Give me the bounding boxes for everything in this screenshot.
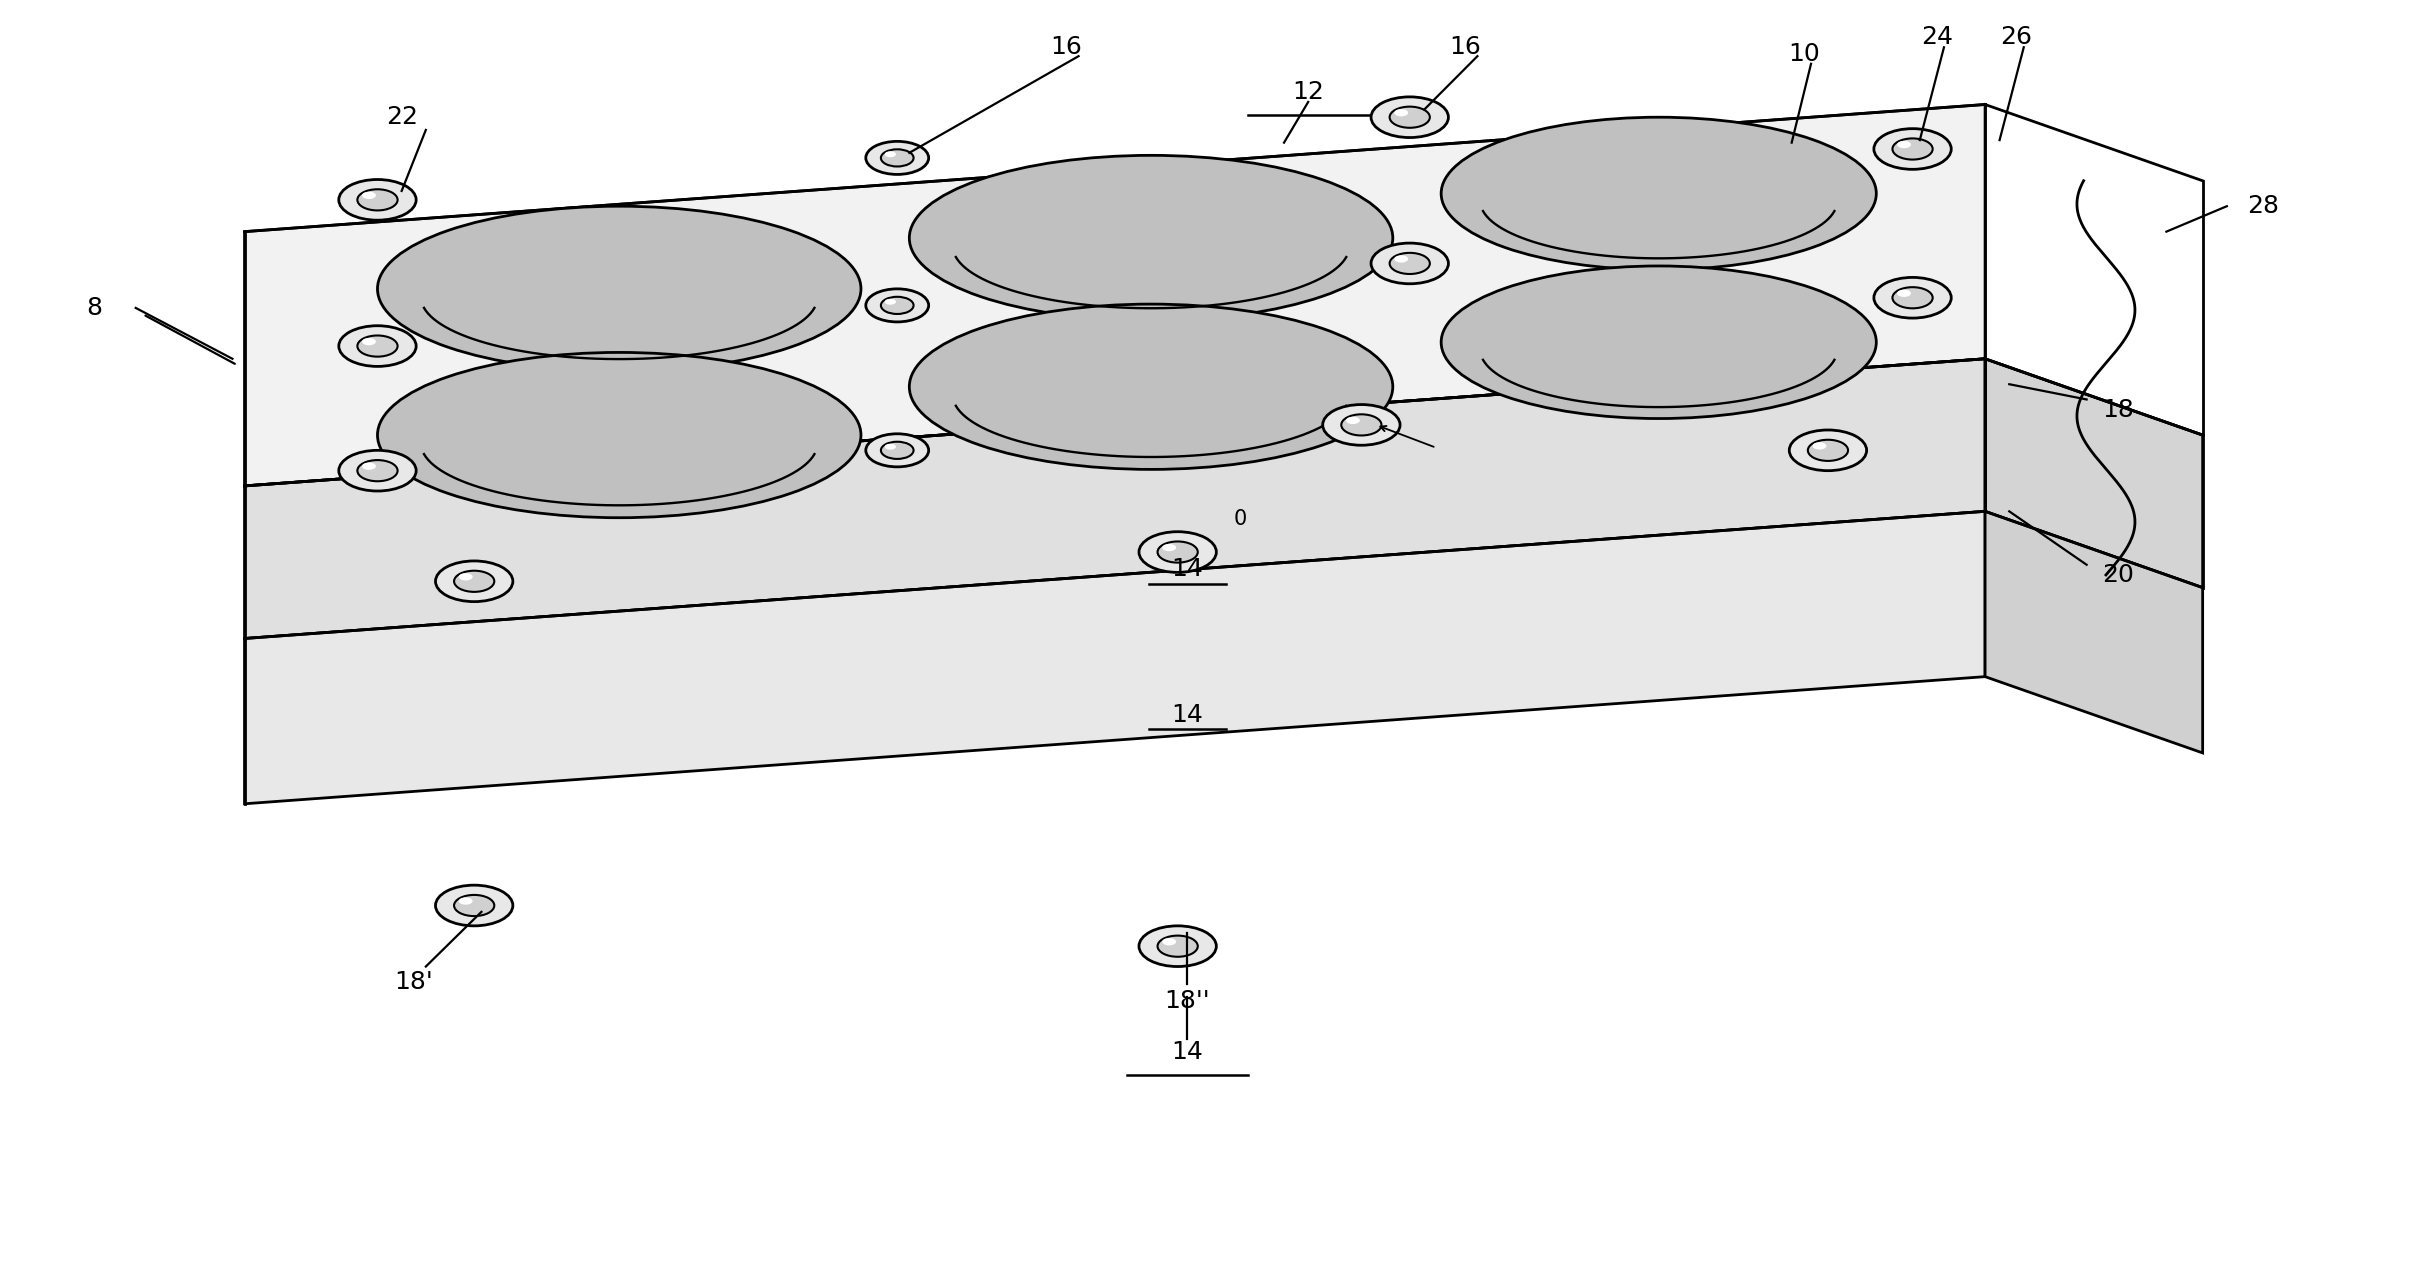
Circle shape	[453, 571, 494, 591]
Text: 10: 10	[1788, 42, 1820, 65]
Text: 14: 14	[1170, 702, 1204, 727]
Text: 14: 14	[1170, 1039, 1204, 1064]
Circle shape	[361, 192, 376, 199]
Circle shape	[1391, 253, 1430, 275]
Polygon shape	[245, 105, 1984, 487]
Circle shape	[1139, 926, 1216, 967]
Circle shape	[1892, 287, 1934, 308]
Circle shape	[882, 296, 913, 314]
Circle shape	[361, 338, 376, 345]
Text: 20: 20	[2103, 563, 2135, 587]
Ellipse shape	[909, 304, 1393, 470]
Circle shape	[1788, 430, 1866, 471]
Polygon shape	[1984, 511, 2203, 753]
Circle shape	[1163, 544, 1175, 552]
Text: 14: 14	[1170, 557, 1204, 581]
Circle shape	[1873, 129, 1951, 170]
Circle shape	[882, 149, 913, 166]
Text: 18'': 18''	[1165, 988, 1209, 1013]
Circle shape	[1391, 106, 1430, 128]
Circle shape	[1897, 290, 1912, 298]
Text: 12: 12	[1291, 79, 1323, 103]
Circle shape	[1897, 140, 1912, 148]
Circle shape	[884, 443, 897, 450]
Text: 18': 18'	[395, 969, 434, 994]
Circle shape	[1158, 541, 1197, 563]
Circle shape	[339, 326, 417, 366]
Circle shape	[458, 573, 472, 581]
Circle shape	[882, 442, 913, 458]
Circle shape	[1892, 138, 1934, 160]
Circle shape	[865, 434, 928, 467]
Text: 26: 26	[2001, 26, 2033, 49]
Ellipse shape	[378, 352, 860, 517]
Circle shape	[361, 462, 376, 470]
Circle shape	[1158, 936, 1197, 956]
Circle shape	[1808, 439, 1849, 461]
Circle shape	[1812, 442, 1827, 450]
Circle shape	[436, 885, 514, 926]
Circle shape	[1342, 414, 1381, 435]
Text: 8: 8	[87, 296, 102, 321]
Circle shape	[865, 289, 928, 322]
Text: 24: 24	[1921, 26, 1953, 49]
Text: 18: 18	[2103, 397, 2135, 421]
Ellipse shape	[1442, 266, 1875, 419]
Circle shape	[356, 460, 397, 481]
Circle shape	[339, 180, 417, 220]
Circle shape	[884, 151, 897, 157]
Circle shape	[356, 336, 397, 356]
Circle shape	[1371, 97, 1449, 138]
Text: 16: 16	[1449, 36, 1480, 59]
Text: 0: 0	[1233, 510, 1248, 529]
Polygon shape	[1984, 359, 2203, 587]
Ellipse shape	[1442, 117, 1875, 269]
Circle shape	[453, 895, 494, 916]
Circle shape	[1163, 939, 1175, 945]
Circle shape	[1139, 531, 1216, 572]
Text: 16: 16	[1052, 36, 1083, 59]
Text: 22: 22	[385, 105, 417, 129]
Circle shape	[1371, 243, 1449, 283]
Circle shape	[458, 898, 472, 904]
Ellipse shape	[378, 206, 860, 372]
Circle shape	[1393, 255, 1408, 263]
Circle shape	[339, 451, 417, 492]
Circle shape	[865, 142, 928, 175]
Circle shape	[884, 299, 897, 305]
Polygon shape	[245, 359, 1984, 638]
Circle shape	[436, 561, 514, 601]
Circle shape	[1345, 416, 1359, 424]
Circle shape	[1323, 405, 1400, 446]
Text: 28: 28	[2246, 194, 2280, 218]
Ellipse shape	[909, 156, 1393, 321]
Circle shape	[1873, 277, 1951, 318]
Circle shape	[356, 189, 397, 211]
Polygon shape	[245, 511, 1984, 803]
Circle shape	[1393, 109, 1408, 116]
